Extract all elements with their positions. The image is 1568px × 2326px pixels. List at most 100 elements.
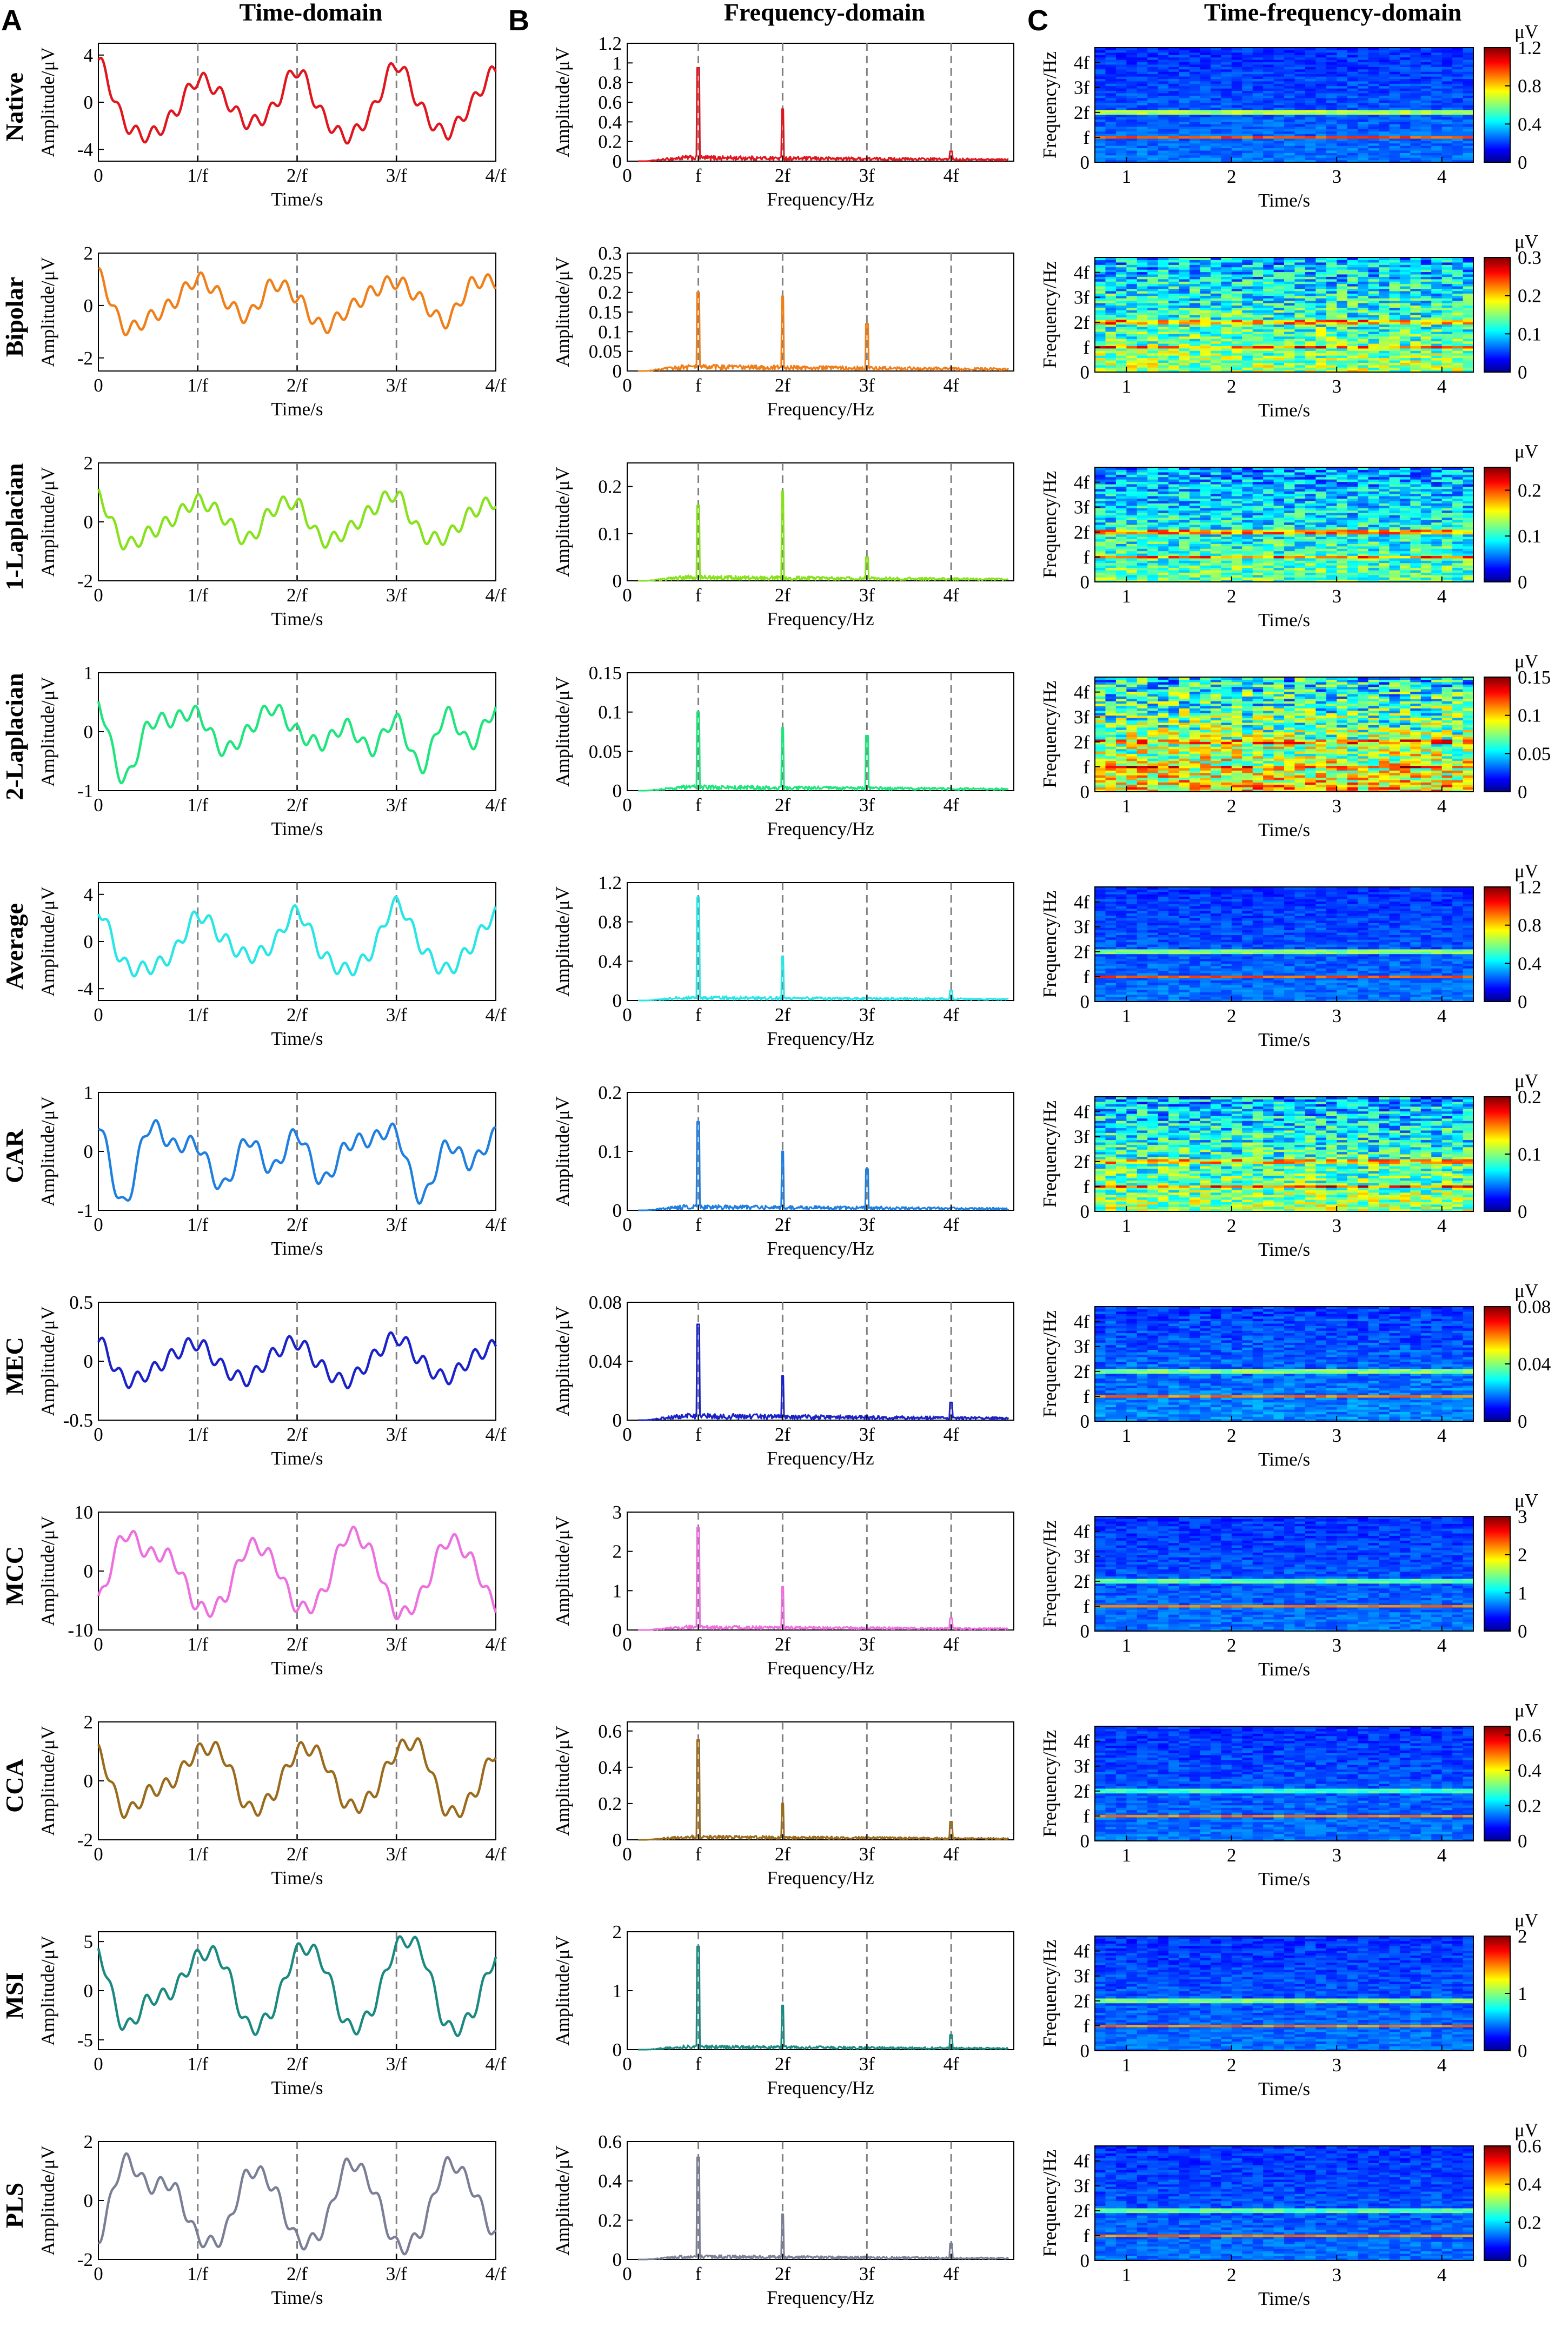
heatmap-cell xyxy=(1252,269,1264,273)
heatmap-cell xyxy=(1179,160,1190,163)
heatmap-cell xyxy=(1441,107,1453,110)
heatmap-cell xyxy=(1399,114,1411,117)
heatmap-cell xyxy=(1389,290,1400,294)
heatmap-cell xyxy=(1095,569,1106,573)
heatmap-cell xyxy=(1242,95,1253,98)
heatmap-cell xyxy=(1231,286,1243,289)
heatmap-cell xyxy=(1263,92,1274,96)
heatmap-cell xyxy=(1221,288,1232,291)
heatmap-cell xyxy=(1147,329,1159,332)
heatmap-cell xyxy=(1126,107,1138,110)
heatmap-cell xyxy=(1147,560,1159,564)
heatmap-cell xyxy=(1326,81,1337,84)
heatmap-cell xyxy=(1379,503,1390,506)
heatmap-cell xyxy=(1158,141,1169,144)
heatmap-cell xyxy=(1168,74,1180,77)
heatmap-cell xyxy=(1326,48,1337,51)
heatmap-cell xyxy=(1190,496,1201,499)
heatmap-cell xyxy=(1347,131,1358,134)
heatmap-cell xyxy=(1410,97,1421,101)
heatmap-cell xyxy=(1358,312,1369,315)
heatmap-cell xyxy=(1252,315,1264,318)
heatmap-cell xyxy=(1463,267,1474,270)
heatmap-cell xyxy=(1337,520,1348,523)
heatmap-cell xyxy=(1252,541,1264,544)
heatmap-cell xyxy=(1200,274,1211,277)
heatmap-cell xyxy=(1389,271,1400,275)
heatmap-cell xyxy=(1420,515,1432,518)
heatmap-cell xyxy=(1137,134,1148,137)
heatmap-cell xyxy=(1368,55,1379,58)
heatmap-cell xyxy=(1158,155,1169,158)
heatmap-cell xyxy=(1326,577,1337,580)
heatmap-cell xyxy=(1315,577,1327,580)
plot-frame xyxy=(1094,257,1474,373)
heatmap-cell xyxy=(1200,322,1211,325)
heatmap-cell xyxy=(1158,271,1169,275)
heatmap-cell xyxy=(1463,62,1474,65)
heatmap-cell xyxy=(1190,574,1201,578)
heatmap-cell xyxy=(1399,55,1411,58)
heatmap-cell xyxy=(1441,322,1453,325)
heatmap-cell xyxy=(1126,551,1138,554)
heatmap-cell xyxy=(1420,157,1432,161)
heatmap-cell xyxy=(1347,572,1358,575)
heatmap-cell xyxy=(1358,520,1369,523)
heatmap-cell xyxy=(1115,57,1127,60)
heatmap-cell xyxy=(1358,269,1369,273)
heatmap-cell xyxy=(1452,50,1464,53)
heatmap-cell xyxy=(1231,264,1243,268)
heatmap-cell xyxy=(1137,274,1148,277)
heatmap-cell xyxy=(1137,331,1148,334)
heatmap-cell xyxy=(1389,141,1400,144)
heatmap-cell xyxy=(1463,76,1474,79)
heatmap-cell xyxy=(1252,74,1264,77)
heatmap-cell xyxy=(1115,362,1127,366)
heatmap-cell xyxy=(1137,290,1148,294)
heatmap-cell xyxy=(1347,341,1358,344)
heatmap-cell xyxy=(1463,136,1474,139)
heatmap-cell xyxy=(1410,562,1421,566)
heatmap-cell xyxy=(1147,579,1159,582)
y-tick-label: 2 xyxy=(84,243,94,264)
heatmap-cell xyxy=(1168,290,1180,294)
heatmap-cell xyxy=(1147,262,1159,265)
heatmap-cell xyxy=(1263,290,1274,294)
heatmap-cell xyxy=(1315,143,1327,146)
heatmap-cell xyxy=(1326,274,1337,277)
heatmap-cell xyxy=(1358,305,1369,308)
heatmap-cell xyxy=(1337,496,1348,499)
heatmap-cell xyxy=(1158,88,1169,91)
heatmap-cell xyxy=(1221,117,1232,120)
heatmap-cell xyxy=(1126,493,1138,496)
heatmap-cell xyxy=(1105,257,1117,261)
heatmap-cell xyxy=(1305,300,1316,303)
heatmap-cell xyxy=(1179,102,1190,105)
heatmap-cell xyxy=(1431,109,1443,112)
heatmap-cell xyxy=(1399,138,1411,141)
heatmap-cell xyxy=(1137,548,1148,552)
heatmap-cell xyxy=(1190,551,1201,554)
heatmap-cell xyxy=(1147,264,1159,268)
heatmap-cell xyxy=(1190,52,1201,55)
heatmap-cell xyxy=(1221,129,1232,132)
heatmap-cell xyxy=(1337,157,1348,161)
heatmap-cell xyxy=(1158,525,1169,528)
heatmap-cell xyxy=(1137,76,1148,79)
heatmap-cell xyxy=(1420,90,1432,94)
heatmap-cell xyxy=(1095,257,1106,261)
heatmap-cell xyxy=(1463,339,1474,342)
heatmap-cell xyxy=(1179,546,1190,549)
heatmap-cell xyxy=(1252,141,1264,144)
heatmap-cell xyxy=(1368,310,1379,313)
heatmap-cell xyxy=(1190,334,1201,337)
heatmap-cell xyxy=(1305,353,1316,356)
heatmap-cell xyxy=(1179,145,1190,149)
heatmap-cell xyxy=(1305,57,1316,60)
heatmap-cell xyxy=(1368,510,1379,513)
heatmap-cell xyxy=(1179,281,1190,284)
heatmap-cell xyxy=(1294,577,1306,580)
heatmap-cell xyxy=(1179,544,1190,547)
heatmap-cell xyxy=(1168,260,1180,263)
heatmap-cell xyxy=(1200,315,1211,318)
